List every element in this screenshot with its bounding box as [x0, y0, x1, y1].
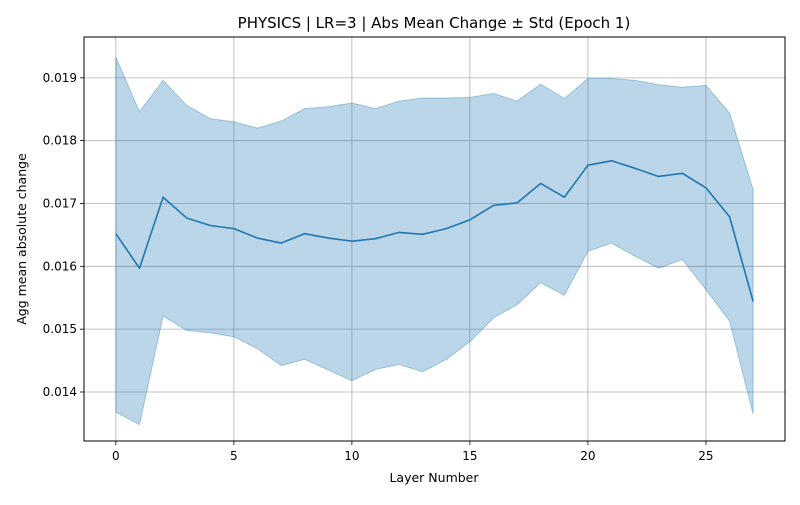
y-axis-ticks: 0.014 0.015 0.016 0.017 0.018 0.019 — [43, 71, 84, 399]
y-tick-label: 0.017 — [43, 197, 77, 211]
x-tick-label: 5 — [230, 449, 238, 463]
mean-line — [115, 159, 754, 302]
x-tick-label: 20 — [580, 449, 595, 463]
x-axis-label: Layer Number — [389, 470, 479, 485]
y-tick-label: 0.016 — [43, 259, 77, 273]
grid — [84, 37, 785, 441]
y-tick-label: 0.018 — [43, 134, 77, 148]
y-tick-label: 0.014 — [43, 385, 77, 399]
y-tick-label: 0.015 — [43, 322, 77, 336]
plot-frame — [83, 36, 786, 442]
x-tick-label: 25 — [698, 449, 713, 463]
x-tick-label: 10 — [344, 449, 359, 463]
x-axis-ticks: 0 5 10 15 20 25 — [112, 441, 714, 463]
std-band-area — [115, 56, 754, 426]
y-tick-label: 0.019 — [43, 71, 77, 85]
x-tick-label: 15 — [462, 449, 477, 463]
x-tick-label: 0 — [112, 449, 120, 463]
y-axis-label: Agg mean absolute change — [14, 153, 29, 325]
chart-title: PHYSICS | LR=3 | Abs Mean Change ± Std (… — [238, 14, 631, 32]
